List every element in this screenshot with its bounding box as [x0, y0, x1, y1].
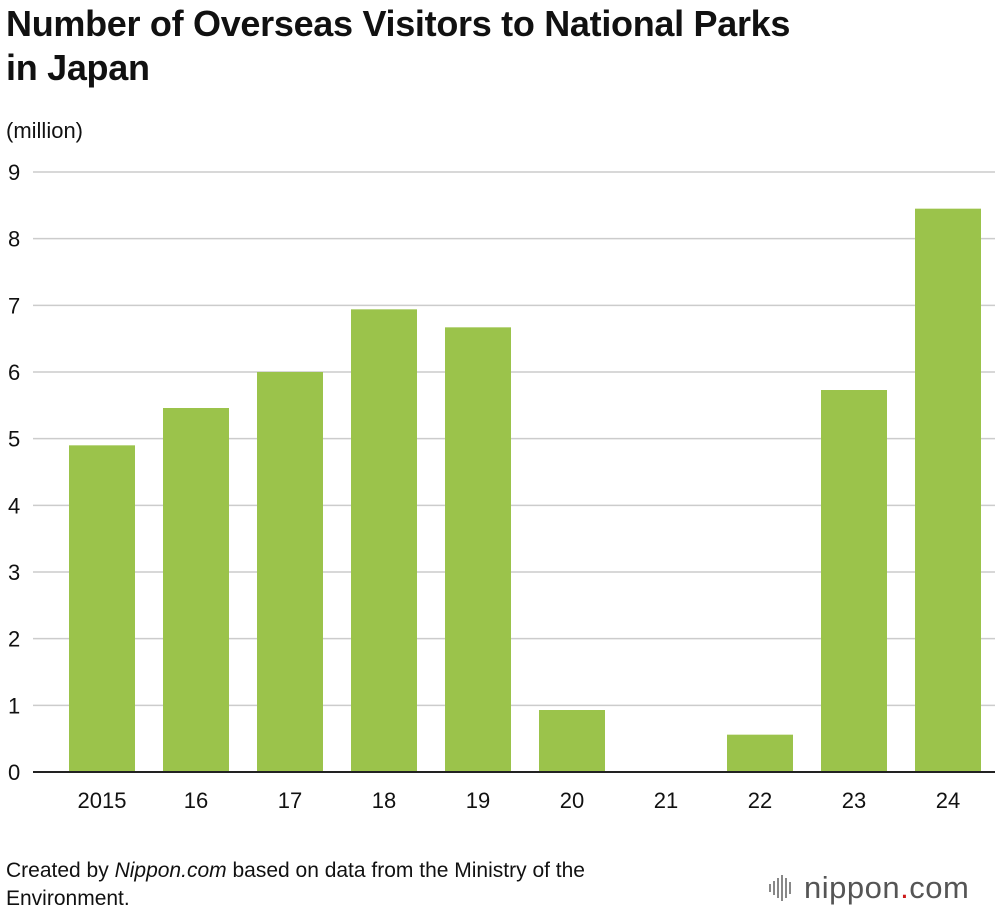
- source-name: Nippon.com: [114, 859, 227, 882]
- bar-23: [821, 390, 887, 772]
- logo-dot: .: [900, 870, 910, 905]
- x-tick-labels: 2015 16 17 18 19 20 21 22 23 24: [78, 788, 961, 813]
- bar-16: [163, 408, 229, 772]
- nippon-logo: nippon.com: [768, 870, 969, 906]
- y-tick-labels: 0 1 2 3 4 5 6 7 8 9: [8, 160, 20, 785]
- source-note: Created by Nippon.com based on data from…: [6, 857, 696, 913]
- chart-title-line-1: Number of Overseas Visitors to National …: [6, 3, 791, 44]
- x-tick-label-21: 21: [654, 788, 678, 813]
- x-tick-label-24: 24: [936, 788, 960, 813]
- x-tick-label-17: 17: [278, 788, 302, 813]
- y-tick-label-2: 2: [8, 627, 20, 652]
- bar-19: [445, 327, 511, 772]
- y-tick-label-1: 1: [8, 693, 20, 718]
- y-tick-label-4: 4: [8, 493, 20, 518]
- x-tick-label-20: 20: [560, 788, 584, 813]
- y-tick-label-7: 7: [8, 293, 20, 318]
- source-prefix: Created by: [6, 859, 115, 882]
- x-tick-label-19: 19: [466, 788, 490, 813]
- chart-title-line-2: in Japan: [6, 47, 150, 88]
- sound-wave-icon: [769, 875, 791, 901]
- y-axis-label: (million): [6, 118, 83, 143]
- logo-text: nippon.com: [804, 870, 969, 906]
- x-tick-label-16: 16: [184, 788, 208, 813]
- bar-22: [727, 734, 793, 772]
- x-tick-label-22: 22: [748, 788, 772, 813]
- chart-title: Number of Overseas Visitors to National …: [6, 2, 966, 90]
- logo-name: nippon: [804, 870, 901, 905]
- y-tick-label-0: 0: [8, 760, 20, 785]
- bar-2015: [69, 445, 135, 772]
- bar-24: [915, 208, 981, 772]
- y-tick-label-5: 5: [8, 427, 20, 452]
- bar-17: [257, 372, 323, 772]
- y-tick-label-9: 9: [8, 160, 20, 185]
- logo-tld: com: [909, 870, 970, 905]
- source-suffix: based on data from the Ministry of the E…: [6, 859, 585, 910]
- bar-18: [351, 309, 417, 772]
- y-tick-label-6: 6: [8, 360, 20, 385]
- y-tick-label-8: 8: [8, 227, 20, 252]
- x-tick-label-23: 23: [842, 788, 866, 813]
- x-tick-label-2015: 2015: [78, 788, 127, 813]
- bar-20: [539, 710, 605, 772]
- x-tick-label-18: 18: [372, 788, 396, 813]
- bars: [69, 208, 981, 772]
- y-tick-label-3: 3: [8, 560, 20, 585]
